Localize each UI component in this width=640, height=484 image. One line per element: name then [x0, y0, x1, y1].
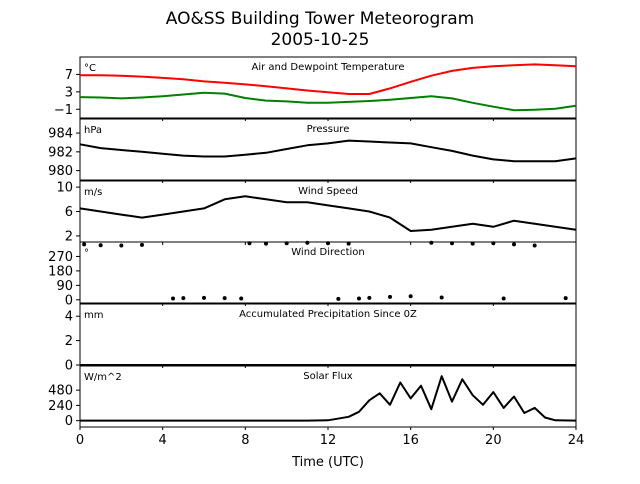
panel-unit: °C: [84, 63, 96, 74]
panel-unit: mm: [84, 310, 103, 321]
panel-2: 2 6 10 m/s Wind Speed: [56, 180, 577, 245]
wind-direction-point: [119, 243, 124, 248]
wind-direction-point: [247, 241, 252, 246]
wind-direction-point: [140, 242, 144, 247]
y-tick-label: 180: [48, 264, 73, 279]
series-line-0: [80, 375, 577, 422]
y-tick-label: 982: [48, 145, 73, 160]
panel-unit: W/m^2: [84, 372, 122, 383]
y-tick-label: −1: [54, 103, 73, 118]
wind-direction-point: [501, 296, 506, 301]
y-tick-label: 270: [48, 250, 73, 265]
panel-title: Pressure: [307, 124, 350, 135]
y-tick-label: 984: [48, 127, 73, 142]
y-tick-label: 240: [48, 399, 73, 414]
wind-direction-point: [98, 243, 103, 248]
series-line-0: [79, 139, 577, 163]
x-tick-label: 8: [241, 433, 249, 448]
wind-direction-point: [429, 240, 434, 245]
y-tick-label: 3: [65, 85, 73, 100]
wind-direction-point: [357, 296, 361, 301]
y-tick-label: 0: [65, 414, 73, 429]
wind-direction-point: [284, 241, 289, 246]
y-tick-label: 980: [48, 164, 73, 179]
wind-direction-point: [171, 296, 175, 301]
wind-direction-point: [82, 242, 87, 247]
panel-title: Wind Speed: [298, 186, 358, 197]
y-tick-label: 10: [56, 181, 73, 196]
y-tick-label: 2: [65, 229, 73, 244]
wind-direction-point: [450, 241, 454, 246]
panel-title: Air and Dewpoint Temperature: [252, 62, 405, 73]
series-line-0: [79, 195, 577, 232]
wind-direction-point: [408, 294, 413, 299]
x-tick-label: 4: [159, 433, 167, 448]
wind-direction-point: [239, 296, 244, 301]
wind-direction-point: [512, 242, 516, 247]
figure-title: AO&SS Building Tower Meteorogram: [166, 9, 474, 29]
x-axis-label: Time (UTC): [291, 455, 364, 470]
x-tick-label: 0: [76, 433, 84, 448]
panel-1: 980 982 984 hPa Pressure: [48, 118, 577, 183]
series-line-0: [80, 63, 577, 95]
y-tick-label: 0: [65, 359, 73, 374]
panel-title: Accumulated Precipitation Since 0Z: [239, 309, 417, 320]
y-tick-label: 0: [65, 293, 73, 308]
panel-title: Wind Direction: [291, 247, 365, 258]
y-tick-label: 480: [48, 384, 73, 399]
wind-direction-point: [439, 295, 444, 300]
panels-group: −1 3 7 °C Air and Dewpoint Temperature 980 982…: [48, 56, 585, 448]
wind-direction-point: [264, 241, 268, 246]
y-tick-label: 90: [56, 279, 73, 294]
wind-direction-point: [181, 296, 186, 301]
wind-direction-point: [326, 241, 330, 246]
y-tick-label: 7: [65, 68, 73, 83]
panel-unit: hPa: [84, 125, 102, 136]
panel-title: Solar Flux: [303, 371, 353, 382]
x-tick-label: 12: [320, 433, 337, 448]
wind-direction-point: [491, 241, 496, 246]
wind-direction-point: [346, 241, 351, 246]
wind-direction-point: [336, 296, 341, 301]
panel-4: 0 2 4 mm Accumulated Precipitation Since 0Z: [65, 303, 577, 374]
y-tick-label: 6: [65, 205, 73, 220]
x-tick-label: 16: [402, 433, 419, 448]
wind-direction-point: [563, 296, 568, 301]
x-tick-label: 20: [485, 433, 502, 448]
wind-direction-point: [470, 241, 475, 246]
y-tick-label: 4: [65, 310, 73, 325]
wind-direction-point: [532, 243, 537, 248]
wind-direction-point: [388, 294, 392, 299]
series-line-1: [79, 91, 577, 112]
panel-unit: m/s: [84, 187, 102, 198]
wind-direction-point: [305, 240, 310, 245]
panel-unit: °: [84, 248, 89, 259]
panel-0: −1 3 7 °C Air and Dewpoint Temperature: [54, 56, 577, 121]
figure-date: 2005-10-25: [271, 30, 370, 50]
wind-direction-point: [367, 295, 372, 300]
wind-direction-point: [222, 296, 227, 301]
y-tick-label: 2: [65, 334, 73, 349]
x-tick-label: 24: [568, 433, 585, 448]
wind-direction-point: [202, 295, 206, 300]
